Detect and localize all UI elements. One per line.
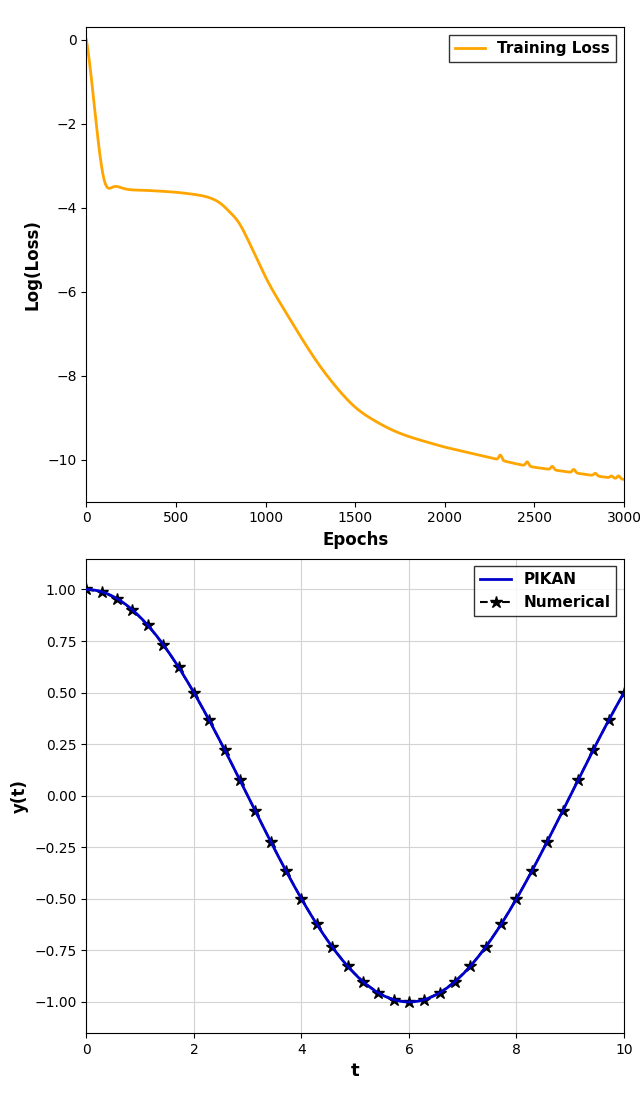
Line: Numerical: Numerical [80,584,630,1008]
Line: Training Loss: Training Loss [86,40,624,480]
Numerical [298,892,305,905]
Numerical [221,743,228,756]
Numerical [144,619,152,632]
X-axis label: t: t [351,1062,360,1080]
PIKAN [326,937,333,950]
Numerical [282,865,290,878]
Numerical [83,583,90,596]
Training Loss [323,369,331,383]
PIKAN [488,931,496,944]
Training Loss [213,195,221,208]
Numerical [620,686,628,700]
Text: (a): (a) [342,563,368,581]
Numerical [467,960,474,973]
PIKAN [221,743,228,756]
Legend: PIKAN, Numerical: PIKAN, Numerical [474,566,616,616]
Training Loss [83,34,90,47]
Numerical [405,996,413,1009]
Training Loss [211,193,218,207]
Numerical [236,774,244,787]
Training Loss [620,473,628,486]
Y-axis label: Log(Loss): Log(Loss) [24,219,42,310]
Numerical [175,660,182,673]
Numerical [113,592,121,606]
PIKAN [620,686,628,700]
Numerical [436,986,444,999]
Training Loss [207,191,215,204]
Numerical [605,714,612,727]
PIKAN [442,982,450,995]
Numerical [98,585,106,598]
Numerical [159,638,167,651]
Numerical [328,940,336,953]
Numerical [574,774,582,787]
PIKAN [404,996,412,1009]
Numerical [374,986,382,999]
Numerical [559,804,566,818]
Numerical [267,835,275,848]
Numerical [252,804,259,818]
Numerical [205,714,213,727]
Numerical [497,918,505,931]
X-axis label: Epochs: Epochs [322,531,388,549]
Numerical [190,686,198,700]
PIKAN [399,995,407,1008]
Training Loss [285,312,293,325]
Numerical [451,975,459,988]
Y-axis label: y(t): y(t) [11,779,29,813]
PIKAN [83,583,90,596]
Numerical [359,975,367,988]
Training Loss [616,470,623,483]
Numerical [420,994,428,1007]
Numerical [528,865,536,878]
PIKAN [178,666,186,679]
Numerical [313,918,321,931]
Numerical [344,960,351,973]
Numerical [129,603,136,616]
Numerical [513,892,520,905]
Numerical [543,835,551,848]
Numerical [589,743,597,756]
Numerical [390,994,397,1007]
Numerical [482,940,490,953]
Line: PIKAN: PIKAN [86,589,624,1002]
Legend: Training Loss: Training Loss [449,35,616,62]
